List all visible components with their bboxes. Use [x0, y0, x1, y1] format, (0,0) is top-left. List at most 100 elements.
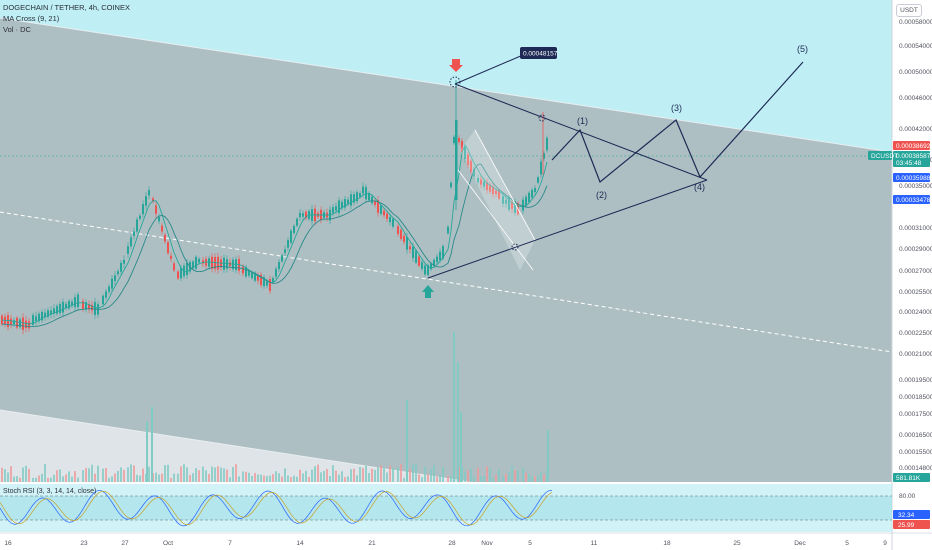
candle-body: [25, 320, 27, 329]
candle-body: [347, 199, 349, 204]
volume-bar: [356, 475, 358, 482]
volume-bar: [450, 476, 452, 482]
candle-body: [290, 230, 292, 243]
candles-group: [1, 80, 548, 335]
flag-upper-line: [474, 129, 536, 241]
candle-body: [424, 265, 426, 275]
volume-bar: [117, 470, 119, 482]
candle-body: [53, 308, 55, 314]
swing-marker: [538, 114, 546, 122]
candle-body: [415, 250, 417, 263]
channel-body: [0, 18, 892, 482]
volume-bar: [25, 465, 27, 482]
price-tick-label: 0.00027000: [899, 268, 932, 275]
volume-bar: [97, 465, 99, 482]
candle-body: [505, 199, 507, 204]
candle-body: [467, 154, 469, 165]
volume-bar: [305, 470, 307, 482]
candle-body: [368, 192, 370, 201]
candle-body: [7, 315, 9, 327]
candle-body: [117, 271, 119, 275]
candle-body: [158, 216, 160, 222]
stoch-rsi-label[interactable]: Stoch RSI (3, 3, 14, 14, close): [3, 488, 97, 495]
volume-bar: [167, 464, 169, 482]
support-trendline: [427, 179, 708, 279]
volume-bar: [480, 475, 482, 482]
candle-body: [142, 204, 144, 215]
candle-body: [155, 205, 157, 214]
price-badge-label: 0.00033478: [896, 197, 931, 204]
candle-body: [192, 261, 194, 269]
symbol-badge: [868, 151, 892, 160]
volume-bar: [281, 476, 283, 482]
price-badge-label: 03:45:48: [896, 160, 922, 167]
volume-bar: [4, 469, 6, 482]
ma-cross-indicator-label[interactable]: MA Cross (9, 21): [3, 14, 60, 23]
candle-body: [502, 196, 504, 204]
volume-bar: [514, 470, 516, 482]
volume-bar: [177, 473, 179, 482]
candle-body: [105, 291, 107, 298]
symbol-title[interactable]: DOGECHAIN / TETHER, 4h, COINEX: [3, 3, 130, 12]
candle-body: [508, 197, 510, 210]
volume-bar: [38, 475, 40, 482]
wave-label-2: (2): [596, 190, 607, 200]
candle-body: [208, 258, 210, 267]
volume-bar: [386, 472, 388, 482]
candle-body: [344, 199, 346, 208]
candle-body: [47, 310, 49, 317]
candle-body: [195, 256, 197, 269]
high-callout-label: 0.00048157: [523, 51, 558, 58]
candle-body: [353, 194, 355, 203]
candle-body: [522, 199, 524, 211]
volume-bar: [71, 476, 73, 482]
candle-body: [13, 320, 15, 325]
currency-selector[interactable]: USDT: [896, 4, 922, 17]
volume-bar: [7, 472, 9, 482]
volume-bar: [486, 466, 488, 482]
volume-bar: [16, 476, 18, 482]
volume-bar: [470, 468, 472, 482]
volume-bar: [120, 467, 122, 482]
volume-bar: [335, 470, 337, 482]
candle-body: [473, 169, 475, 177]
price-badge: [893, 173, 930, 182]
volume-indicator-label[interactable]: Vol · DC: [3, 25, 31, 34]
buy-arrow-icon: [422, 285, 434, 298]
candle-body: [177, 271, 179, 279]
candle-body: [77, 294, 79, 308]
candle-body: [421, 262, 423, 269]
volume-bar: [383, 467, 385, 482]
volume-bar: [192, 473, 194, 482]
volume-bar: [59, 469, 61, 482]
volume-bar: [211, 466, 213, 482]
candle-body: [16, 317, 18, 328]
volume-bar: [164, 465, 166, 482]
volume-bar: [198, 470, 200, 482]
volume-bar: [68, 471, 70, 482]
volume-bar: [326, 469, 328, 482]
candle-body: [400, 229, 402, 240]
volume-bar: [127, 467, 129, 482]
volume-bar: [531, 476, 533, 482]
candle-body: [248, 270, 250, 276]
candle-body: [85, 302, 87, 310]
volume-bar: [173, 473, 175, 482]
volume-bar: [275, 471, 277, 482]
candle-body: [186, 262, 188, 276]
volume-bar: [223, 468, 225, 482]
price-tick-label: 0.00025500: [899, 289, 932, 296]
volume-bar: [91, 464, 93, 482]
symbol-badge-label: DCUSDT: [871, 153, 898, 160]
candle-body: [41, 311, 43, 321]
candle-body: [380, 205, 382, 214]
volume-bar: [139, 475, 141, 482]
candle-body: [362, 186, 364, 194]
candle-body: [32, 315, 34, 325]
volume-bar: [232, 466, 234, 482]
date-axis-label: 5: [528, 540, 532, 547]
candle-body: [161, 225, 163, 232]
candle-body: [251, 271, 253, 279]
